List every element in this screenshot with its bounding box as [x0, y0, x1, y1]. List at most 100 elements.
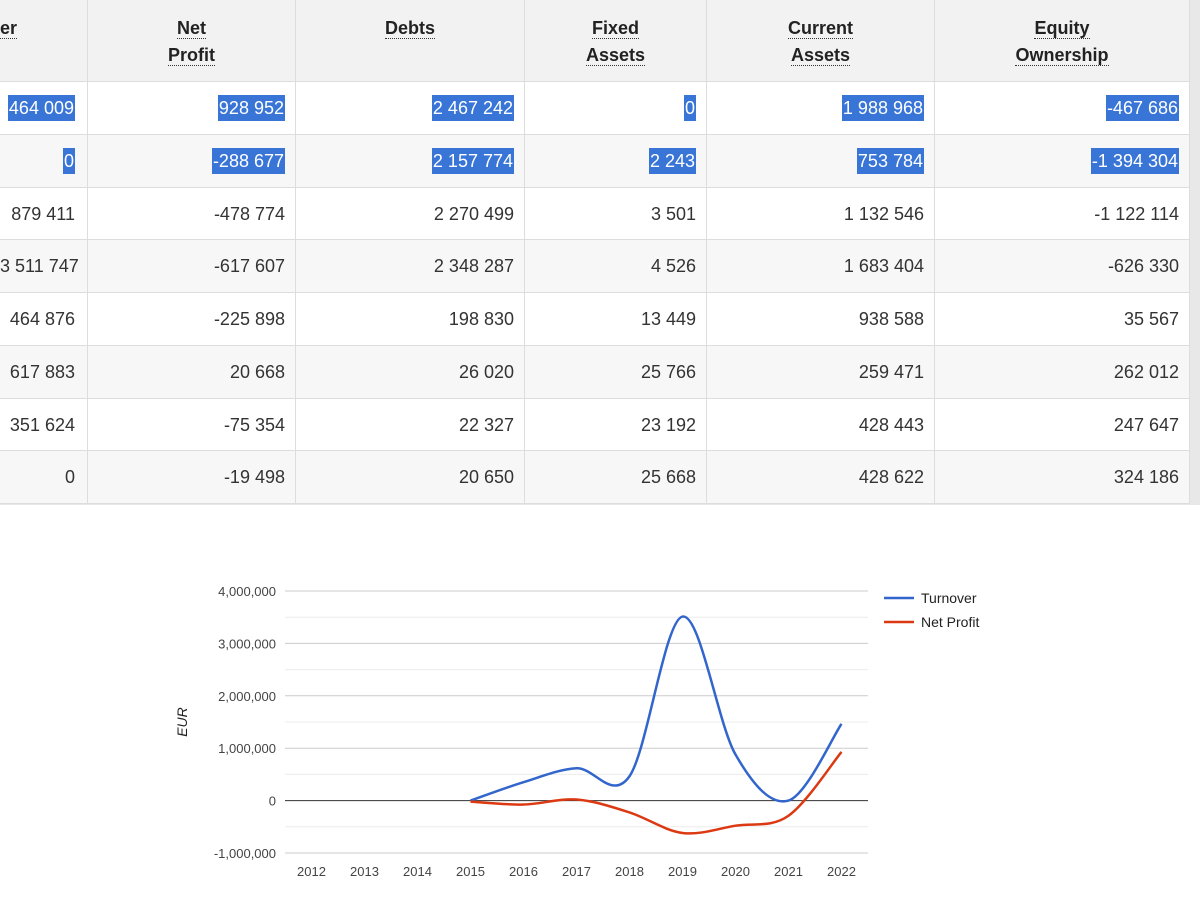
cell-text: -225 898: [213, 309, 285, 329]
header-text[interactable]: Ownership: [1015, 45, 1109, 66]
cell-text: 1 988 968: [841, 95, 924, 121]
table-cell: -617 607: [88, 240, 296, 293]
table-cell: 25 766: [525, 345, 707, 399]
column-header: Debts: [296, 0, 525, 82]
table-cell: 428 443: [707, 398, 935, 452]
cell-text: 20 650: [458, 467, 514, 488]
column-header: Fixed Assets: [525, 0, 707, 82]
cell-text: 25 766: [640, 361, 696, 382]
table-cell: 22 327: [296, 398, 525, 452]
cell-text: -75 354: [223, 414, 285, 435]
cell-text: 428 443: [858, 414, 924, 435]
column-header: Current Assets: [707, 0, 935, 82]
header-text[interactable]: Equity: [1034, 18, 1090, 39]
table-cell: 879 411: [0, 187, 88, 241]
table-cell: 0: [0, 134, 88, 188]
table-cell: 20 668: [88, 345, 296, 399]
column-header: Net Profit: [88, 0, 296, 82]
cell-text: 198 830: [448, 309, 514, 329]
table-cell: 2 243: [525, 134, 707, 188]
cell-text: 26 020: [458, 361, 514, 382]
cell-text: -467 686: [1105, 95, 1179, 121]
table-cell: -75 354: [88, 398, 296, 452]
table-cell: 324 186: [935, 451, 1190, 504]
cell-text: 2 270 499: [433, 203, 514, 224]
header-text[interactable]: Assets: [585, 45, 646, 66]
cell-text: 3 511 747: [0, 256, 79, 277]
table-cell: 753 784: [707, 134, 935, 188]
table-cell: 13 449: [525, 293, 707, 346]
cell-text: 22 327: [458, 414, 514, 435]
table-cell: 259 471: [707, 345, 935, 399]
cell-text: 0: [64, 467, 75, 488]
table-cell: 3 511 747: [0, 240, 88, 293]
table-cell: -1 394 304: [935, 134, 1190, 188]
table-cell: 2 348 287: [296, 240, 525, 293]
cell-text: 20 668: [229, 361, 285, 382]
header-text[interactable]: Debts: [384, 18, 435, 39]
table-cell: -225 898: [88, 293, 296, 346]
cell-text: 23 192: [640, 414, 696, 435]
cell-text: 3 501: [650, 203, 696, 224]
cell-text: 0: [62, 147, 75, 174]
y-tick-label: 3,000,000: [218, 636, 276, 651]
table-cell: 25 668: [525, 451, 707, 504]
x-tick-label: 2012: [297, 864, 326, 879]
table-cell: 351 624: [0, 398, 88, 452]
column-header: Equity Ownership: [935, 0, 1190, 82]
table-cell: 198 830: [296, 293, 525, 346]
table-cell: 928 952: [88, 82, 296, 135]
table-cell: 3 501: [525, 187, 707, 241]
table-cell: 2 157 774: [296, 134, 525, 188]
x-tick-label: 2020: [721, 864, 750, 879]
x-tick-label: 2013: [350, 864, 379, 879]
x-tick-label: 2014: [403, 864, 432, 879]
legend-label: Turnover: [921, 590, 977, 606]
cell-text: 4 526: [650, 256, 696, 277]
table-cell: 0: [0, 451, 88, 504]
cell-text: 25 668: [640, 467, 696, 488]
table-cell: 262 012: [935, 345, 1190, 399]
table-cell: -626 330: [935, 240, 1190, 293]
table-cell: 2 467 242: [296, 82, 525, 135]
table-cell: 617 883: [0, 345, 88, 399]
cell-text: 879 411: [11, 203, 75, 224]
table-cell: 247 647: [935, 398, 1190, 452]
table-cell: -19 498: [88, 451, 296, 504]
table-cell: 1 132 546: [707, 187, 935, 241]
table-cell: 1 683 404: [707, 240, 935, 293]
header-text[interactable]: er: [0, 18, 18, 39]
table-cell: 0: [525, 82, 707, 135]
header-text[interactable]: Assets: [790, 45, 851, 66]
cell-text: 13 449: [640, 309, 696, 329]
x-tick-label: 2022: [827, 864, 856, 879]
cell-text: 35 567: [1123, 309, 1179, 329]
table-cell: 464 876: [0, 293, 88, 346]
header-text[interactable]: Net: [176, 18, 206, 39]
x-tick-label: 2019: [668, 864, 697, 879]
cell-text: -1 394 304: [1090, 147, 1179, 174]
header-text[interactable]: Fixed: [591, 18, 639, 39]
cell-text: 259 471: [858, 361, 924, 382]
header-text[interactable]: Current: [787, 18, 853, 39]
cell-text: 2 243: [648, 147, 696, 174]
table-cell: -478 774: [88, 187, 296, 241]
legend-label: Net Profit: [921, 614, 979, 630]
table-cell: 26 020: [296, 345, 525, 399]
header-text[interactable]: Profit: [168, 45, 215, 66]
data-table: er Net Profit Debts Fixed Assets Current Assets…: [0, 0, 1200, 505]
table-cell: 20 650: [296, 451, 525, 504]
cell-text: 247 647: [1113, 414, 1179, 435]
x-tick-label: 2021: [774, 864, 803, 879]
cell-text: 351 624: [9, 414, 75, 435]
cell-text: 2 348 287: [433, 256, 514, 277]
cell-text: 428 622: [858, 467, 924, 488]
column-header: er: [0, 0, 88, 82]
table-cell: -1 122 114: [935, 187, 1190, 241]
cell-text: -19 498: [223, 467, 285, 488]
cell-text: 753 784: [856, 147, 924, 174]
cell-text: 464 876: [9, 309, 75, 329]
cell-text: 938 588: [858, 309, 924, 329]
